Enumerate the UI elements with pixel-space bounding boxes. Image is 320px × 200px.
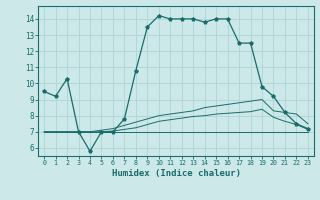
- X-axis label: Humidex (Indice chaleur): Humidex (Indice chaleur): [111, 169, 241, 178]
